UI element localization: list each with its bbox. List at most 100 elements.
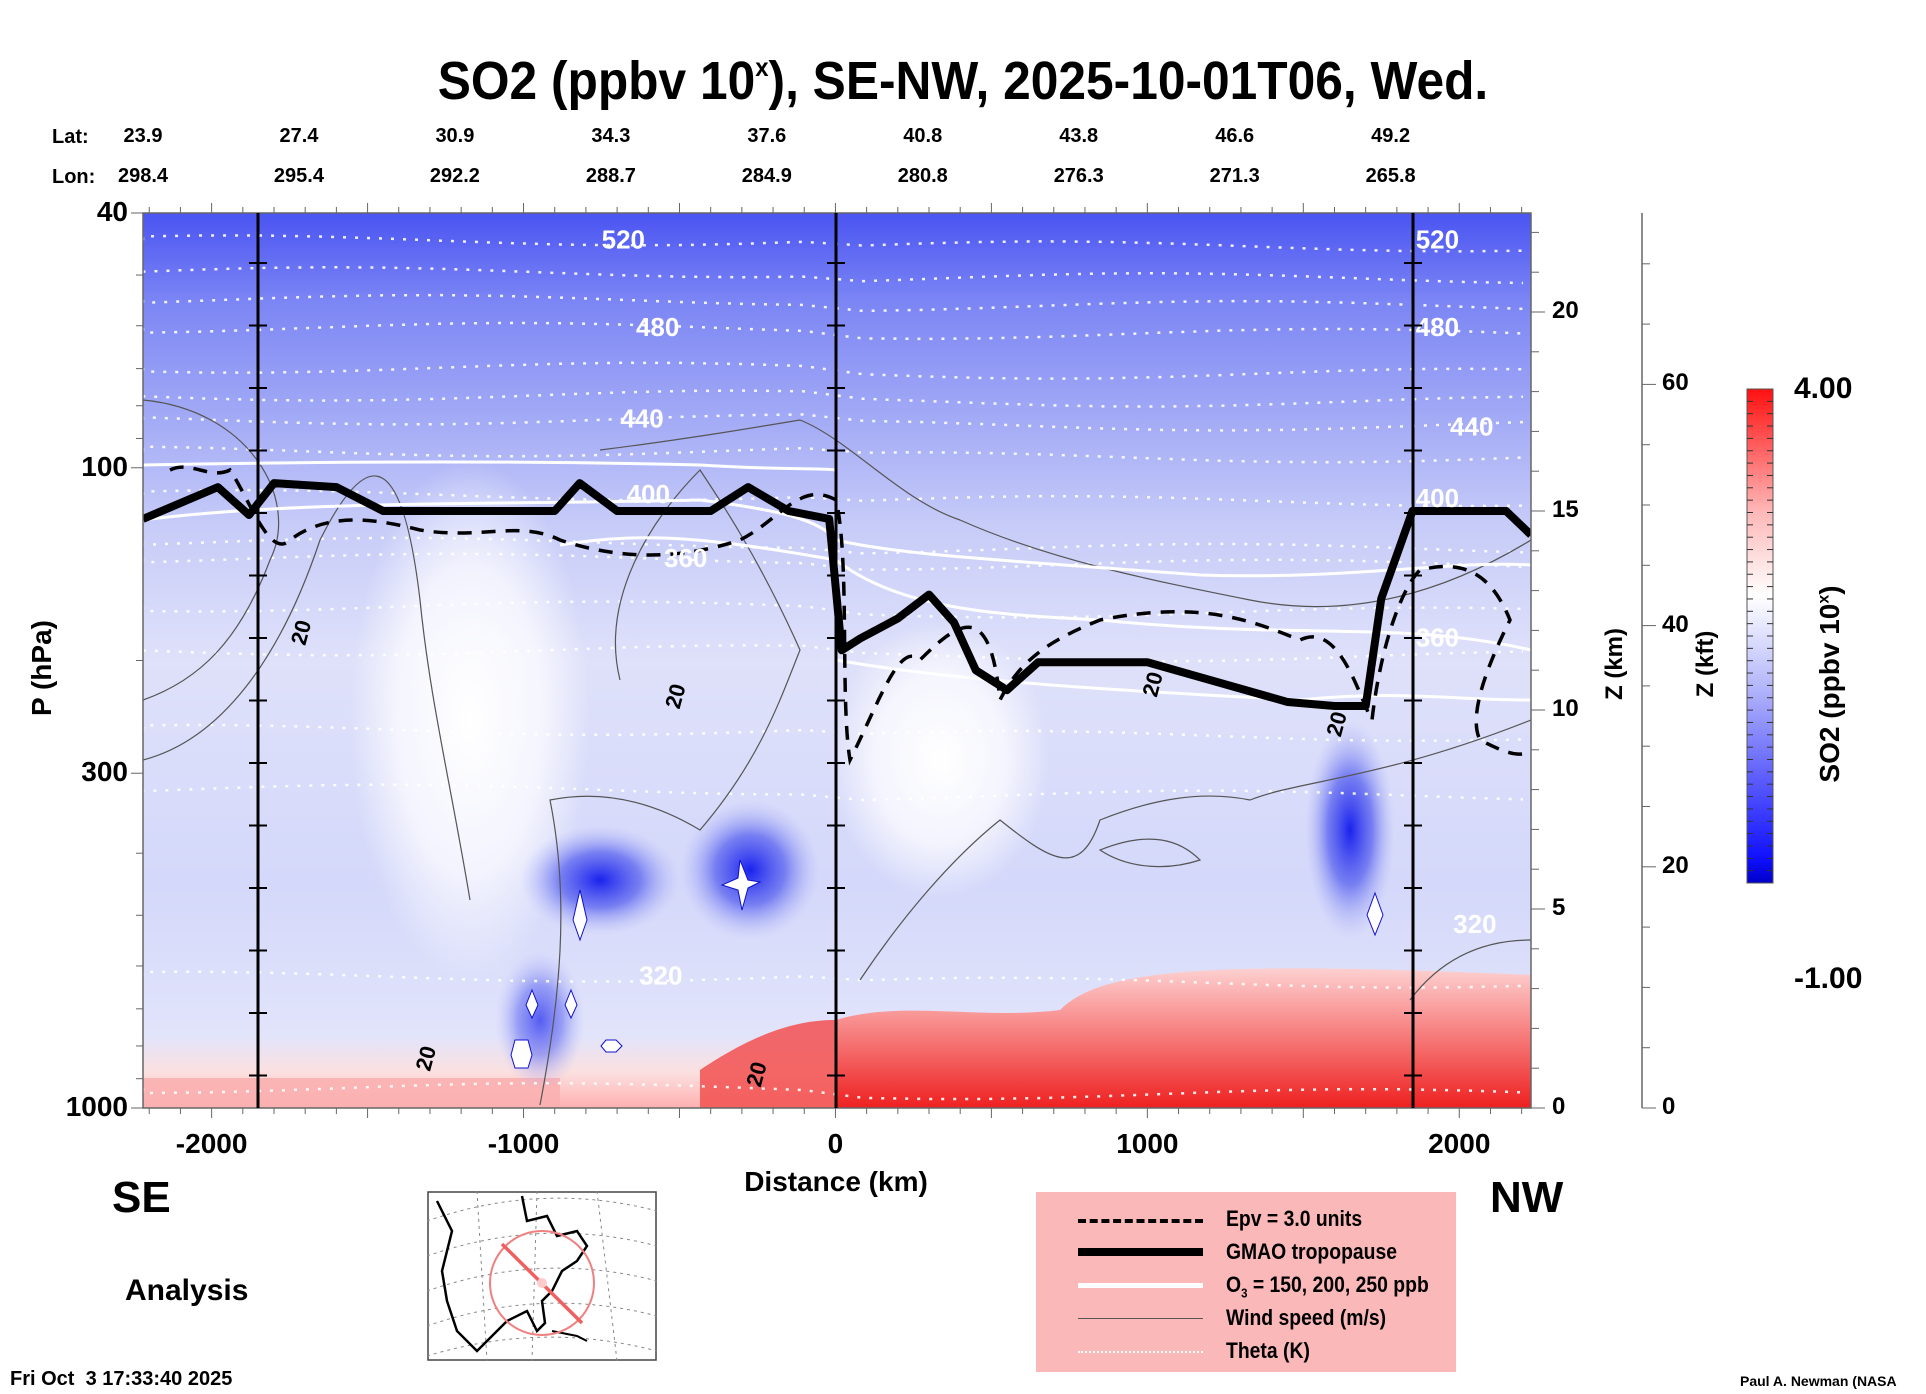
theta-label: 520 (1416, 224, 1459, 254)
x-tick-label: 2000 (1428, 1128, 1491, 1159)
wind-contour (859, 719, 1531, 981)
lon-row-label: Lon: (52, 166, 96, 188)
z-km-tick-label: 5 (1552, 894, 1566, 921)
theta-label: 520 (602, 224, 645, 254)
theta-label: 440 (620, 403, 663, 433)
map-graticule (427, 1191, 657, 1361)
wind-contour (539, 469, 801, 1106)
lon-value: 276.3 (1053, 165, 1104, 187)
z-km-axis-label: Z (km) (1601, 628, 1628, 700)
theta-contour (143, 644, 1524, 663)
nw-direction-label: NW (1490, 1173, 1564, 1222)
theta-label: 360 (664, 543, 707, 573)
thick-line-icon (1078, 1248, 1203, 1256)
lat-value: 30.9 (435, 125, 475, 147)
wind-contour (1409, 939, 1531, 1001)
ozone-contour (143, 460, 837, 472)
colorbar-ticks (1747, 400, 1773, 872)
y-tick-label: 100 (81, 450, 128, 482)
theta-label: 320 (639, 961, 682, 991)
so2-saturated-marker (1366, 891, 1384, 937)
so2-blue-max (1305, 720, 1395, 940)
wind-contour (1098, 838, 1202, 868)
lat-value: 37.6 (747, 125, 787, 147)
theta-contours (143, 234, 1524, 1101)
x-axis-label: Distance (km) (744, 1166, 928, 1197)
theta-contour (143, 293, 1524, 313)
theta-labels: 520 480 440 400 360 320 520 480 440 400 360 320 (602, 224, 1497, 990)
legend-item-theta: Theta (K) (1036, 1336, 1456, 1366)
so2-surface-high (836, 968, 1531, 1108)
so2-low-region (350, 460, 590, 980)
so2-surface-high (700, 1020, 836, 1108)
map-range-circle (489, 1230, 595, 1336)
theta-label: 320 (1453, 909, 1496, 939)
axis-ticks (131, 203, 1656, 1118)
theta-label: 360 (1416, 622, 1459, 652)
wind-speed-contours (143, 399, 1531, 1106)
theta-contour (143, 783, 1524, 802)
theta-label: 480 (636, 312, 679, 342)
y-axis-label: P (hPa) (26, 620, 57, 716)
wind-contour (599, 419, 1531, 608)
white-line-icon (1078, 1283, 1203, 1288)
z-km-tick-label: 0 (1552, 1093, 1566, 1120)
dashed-line-icon (1078, 1219, 1203, 1223)
lat-value: 49.2 (1371, 125, 1411, 147)
so2-surface-high (143, 1078, 560, 1108)
author-credit: Paul A. Newman (NASA (1740, 1373, 1897, 1389)
epv-contour (169, 465, 1531, 766)
so2-blue-max (495, 950, 585, 1090)
reference-lines (249, 213, 1422, 1108)
x-tick-label: -2000 (175, 1128, 248, 1159)
coastline (435, 1195, 589, 1353)
y-tick-label: 40 (96, 196, 128, 227)
analysis-label: Analysis (125, 1274, 249, 1307)
colorbar-min-label: -1.00 (1794, 962, 1863, 995)
lon-value: 292.2 (429, 165, 480, 187)
lon-value: 265.8 (1365, 165, 1416, 187)
theta-contour (143, 265, 1524, 285)
thin-line-icon (1078, 1318, 1203, 1319)
lat-value: 40.8 (903, 125, 943, 147)
x-tick-label: -1000 (487, 1128, 560, 1159)
x-tick-label: 0 (827, 1128, 844, 1159)
so2-saturated-marker (510, 1039, 533, 1069)
z-kft-tick-label: 40 (1662, 610, 1689, 638)
gmao-tropopause-line (143, 479, 1531, 711)
legend-item-wind: Wind speed (m/s) (1036, 1303, 1456, 1333)
legend-item-epv: Epv = 3.0 units (1036, 1204, 1456, 1234)
lon-value: 288.7 (585, 165, 636, 187)
so2-saturated-marker (720, 859, 762, 911)
lon-value: 271.3 (1209, 165, 1260, 187)
z-kft-tick-label: 0 (1662, 1093, 1676, 1120)
colorbar-max-label: 4.00 (1794, 372, 1853, 405)
x-tick-label: 1000 (1116, 1128, 1179, 1159)
legend-item-ozone: O3 = 150, 200, 250 ppb (1036, 1270, 1456, 1300)
theta-contour (143, 413, 1524, 432)
wind-contour (143, 399, 280, 701)
z-kft-tick-label: 60 (1662, 369, 1689, 397)
theta-label: 400 (627, 479, 670, 509)
lon-value: 284.9 (741, 165, 792, 187)
wind-contour (143, 475, 471, 901)
lat-value: 27.4 (279, 125, 319, 147)
se-direction-label: SE (112, 1173, 171, 1222)
z-kft-tick-label: 20 (1662, 851, 1689, 879)
z-km-tick-label: 15 (1552, 496, 1579, 523)
lat-value: 46.6 (1215, 125, 1255, 147)
lat-value: 23.9 (123, 125, 163, 147)
lon-value: 280.8 (897, 165, 948, 187)
y-tick-label: 1000 (65, 1091, 128, 1122)
z-km-tick-label: 10 (1552, 695, 1579, 722)
lat-value: 34.3 (591, 125, 631, 147)
so2-saturated-marker (525, 988, 539, 1020)
theta-label: 480 (1416, 312, 1459, 342)
map-inset (427, 1191, 657, 1361)
map-frame (427, 1191, 657, 1361)
ozone-contour (559, 536, 1531, 652)
chart-title: SO2 (ppbv 10x), SE-NW, 2025-10-01T06, We… (437, 51, 1489, 111)
z-km-tick-label: 20 (1552, 297, 1579, 324)
so2-saturated-marker (564, 988, 578, 1020)
